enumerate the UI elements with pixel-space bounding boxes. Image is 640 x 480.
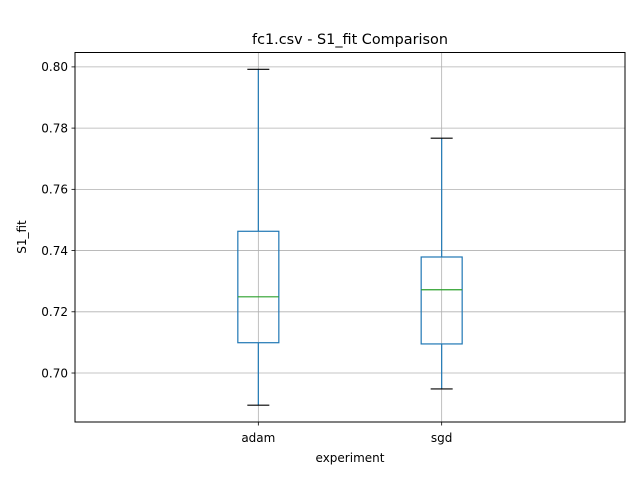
- grid-lines: [75, 52, 625, 422]
- box-adam: [237, 68, 280, 406]
- chart-title: fc1.csv - S1_fit Comparison: [252, 32, 448, 48]
- y-axis-label: S1_fit: [15, 220, 29, 254]
- y-tick-label: 0.70: [41, 366, 68, 380]
- y-tick-label: 0.80: [41, 60, 68, 74]
- x-ticks: adam sgd: [241, 422, 452, 445]
- x-axis-label: experiment: [316, 451, 385, 465]
- y-ticks: 0.70 0.72 0.74 0.76 0.78 0.80: [41, 60, 75, 380]
- box-sgd: [420, 137, 463, 390]
- x-tick-label: adam: [241, 431, 275, 445]
- y-tick-label: 0.76: [41, 183, 68, 197]
- y-tick-label: 0.72: [41, 305, 68, 319]
- y-tick-label: 0.74: [41, 244, 68, 258]
- y-tick-label: 0.78: [41, 121, 68, 135]
- plot-frame: [74, 52, 626, 423]
- boxes: [237, 68, 463, 406]
- iqr-box: [237, 230, 280, 344]
- x-tick-label: sgd: [431, 431, 453, 445]
- iqr-box: [420, 256, 463, 345]
